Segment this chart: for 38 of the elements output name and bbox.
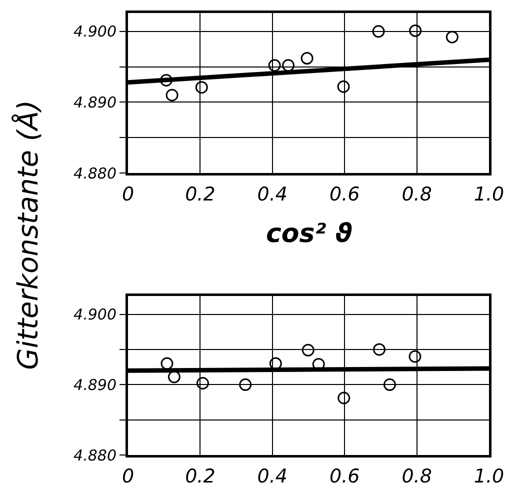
point — [302, 344, 314, 356]
point — [337, 80, 350, 93]
point — [383, 378, 396, 391]
point — [195, 81, 208, 94]
point — [409, 24, 422, 37]
point — [160, 357, 174, 370]
y-tick-label: 4.880 — [74, 446, 116, 464]
x-tick-label: 0.4 — [257, 183, 288, 206]
x-tick-label: 0.8 — [402, 183, 432, 206]
point — [338, 392, 350, 404]
point — [372, 25, 385, 38]
point — [282, 59, 295, 72]
y-tick-label: 4.900 — [74, 22, 116, 41]
x-tick-label: 0.2 — [185, 465, 216, 488]
x-tick-label: 0 — [122, 183, 134, 206]
x-tick-label: 1.0 — [474, 183, 504, 206]
point — [268, 59, 281, 72]
y-tick-label: 4.890 — [74, 93, 116, 112]
point — [160, 74, 173, 87]
x-tick-label: 0.2 — [185, 183, 216, 206]
point — [166, 88, 178, 102]
x-tick-label: 1.0 — [474, 465, 504, 488]
y-tick-label: 4.890 — [74, 376, 116, 394]
x-tick-label: 0.8 — [402, 465, 432, 488]
x-axis-title: cos² ϑ — [266, 219, 352, 249]
point — [408, 350, 422, 363]
point — [239, 378, 252, 391]
y-axis-title: Gitterkonstante (Å) — [12, 100, 44, 370]
point — [373, 343, 386, 356]
x-tick-label: 0.4 — [257, 465, 288, 488]
point — [300, 52, 314, 65]
x-tick-label: 0.6 — [329, 465, 360, 488]
point — [196, 376, 209, 390]
y-tick-label: 4.900 — [74, 306, 116, 324]
point — [446, 30, 458, 44]
x-tick-label: 0.6 — [329, 183, 360, 206]
x-tick-label: 0 — [122, 465, 134, 488]
y-tick-label: 4.880 — [74, 164, 116, 182]
